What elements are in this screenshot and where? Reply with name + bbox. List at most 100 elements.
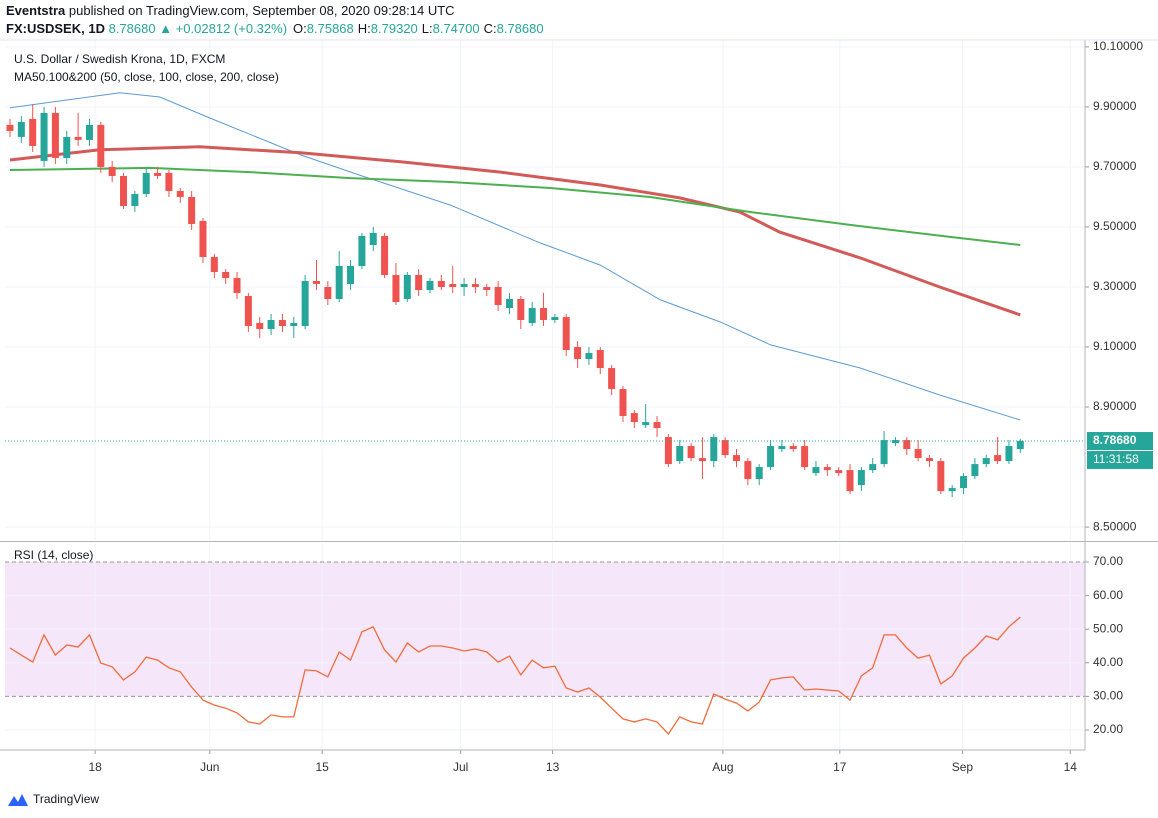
- y-tick-label: 9.30000: [1093, 279, 1137, 293]
- x-tick-label: 18: [88, 760, 102, 774]
- candle-body: [1016, 441, 1024, 450]
- chart-title: U.S. Dollar / Swedish Krona, 1D, FXCM: [14, 52, 225, 66]
- candle-body: [29, 118, 37, 146]
- candle-body: [335, 265, 343, 300]
- brand: TradingView: [33, 792, 99, 806]
- candle-body: [767, 446, 775, 468]
- candle-body: [994, 455, 1002, 462]
- change: +0.02812 (+0.32%): [176, 21, 287, 36]
- candle-body: [869, 464, 877, 471]
- candle-body: [744, 461, 752, 480]
- ohlc-label: L:: [422, 21, 433, 36]
- y-tick-label: 9.50000: [1093, 219, 1137, 233]
- candle-body: [846, 470, 854, 492]
- candle-body: [551, 317, 559, 321]
- candle-body: [891, 440, 899, 444]
- x-tick-label: Aug: [712, 760, 733, 774]
- candle-body: [982, 458, 990, 465]
- candle-body: [142, 172, 150, 194]
- candle-body: [789, 446, 797, 450]
- ohlc-label: C:: [484, 21, 497, 36]
- candle-body: [97, 124, 105, 167]
- candle-body: [63, 136, 71, 158]
- candle-body: [120, 175, 128, 206]
- candle-body: [925, 458, 933, 462]
- ohlc-value: 8.79320: [371, 21, 418, 36]
- arrow: ▲: [159, 21, 172, 36]
- candle-body: [585, 353, 593, 360]
- candle-body: [505, 299, 513, 309]
- candle-body: [40, 112, 48, 161]
- candle-body: [108, 166, 116, 176]
- y-tick-label: 30.00: [1093, 689, 1123, 703]
- candle-body: [574, 347, 582, 360]
- candle-body: [131, 193, 139, 206]
- candle-body: [494, 286, 502, 306]
- y-tick-label: 20.00: [1093, 722, 1123, 736]
- y-tick-label: 60.00: [1093, 588, 1123, 602]
- candle-body: [154, 172, 162, 176]
- y-tick-label: 10.10000: [1093, 39, 1143, 53]
- candle-body: [358, 235, 366, 266]
- candle-body: [199, 220, 207, 257]
- candle-body: [17, 121, 25, 137]
- candle-body: [540, 308, 548, 321]
- candle-body: [880, 440, 888, 465]
- candle-body: [755, 467, 763, 480]
- candle-body: [222, 271, 230, 278]
- ohlc: O:8.75868 H:8.79320 L:8.74700 C:8.78680: [293, 21, 544, 36]
- candle-body: [960, 476, 968, 489]
- y-tick-label: 50.00: [1093, 621, 1123, 635]
- candle-body: [664, 437, 672, 465]
- candle-body: [278, 320, 286, 327]
- x-tick-label: 15: [315, 760, 329, 774]
- ohlc-value: 8.75868: [307, 21, 354, 36]
- y-tick-label: 70.00: [1093, 554, 1123, 568]
- candle-body: [165, 172, 173, 191]
- candle-body: [74, 136, 82, 140]
- candle-body: [857, 470, 865, 486]
- x-tick-label: Jul: [453, 760, 468, 774]
- rsi-title: RSI (14, close): [14, 548, 93, 562]
- last-price-box: [1087, 432, 1153, 451]
- candle-body: [312, 280, 320, 284]
- candle-body: [483, 286, 491, 290]
- rsi-line: [9, 616, 1021, 736]
- candle-body: [937, 461, 945, 492]
- candle-body: [948, 488, 956, 492]
- candle-body: [290, 323, 298, 327]
- candle-body: [381, 235, 389, 275]
- candle-body: [721, 440, 729, 456]
- candle-body: [914, 449, 922, 459]
- candle-body: [562, 317, 570, 351]
- candle-body: [823, 467, 831, 471]
- candle-body: [347, 265, 355, 284]
- candle-body: [210, 256, 218, 272]
- candle-body: [517, 299, 525, 321]
- ohlc-label: O:: [293, 21, 307, 36]
- y-tick-label: 9.70000: [1093, 159, 1137, 173]
- symbol-line: FX:USDSEK, 1D 8.78680 ▲ +0.02812 (+0.32%…: [6, 21, 544, 36]
- x-tick-label: Jun: [200, 760, 219, 774]
- y-tick-label: 8.50000: [1093, 519, 1137, 533]
- candle-body: [687, 446, 695, 459]
- candle-body: [449, 283, 457, 287]
- candle-body: [528, 308, 536, 324]
- candle-body: [471, 283, 479, 287]
- candle-body: [812, 467, 820, 474]
- publisher: Eventstra: [6, 3, 66, 18]
- published-text: published on TradingView.com, September …: [69, 3, 455, 18]
- x-tick-label: 14: [1064, 760, 1078, 774]
- x-tick-label: 17: [833, 760, 847, 774]
- candle-body: [596, 350, 604, 369]
- price: 8.78680: [109, 21, 156, 36]
- moving-average: [9, 145, 1021, 317]
- candle-body: [324, 286, 332, 300]
- candle-body: [676, 446, 684, 462]
- candle-body: [778, 446, 786, 450]
- candle-body: [608, 368, 616, 390]
- ohlc-value: 8.74700: [433, 21, 480, 36]
- publisher-line: Eventstra published on TradingView.com, …: [6, 3, 455, 18]
- candle-body: [460, 283, 468, 287]
